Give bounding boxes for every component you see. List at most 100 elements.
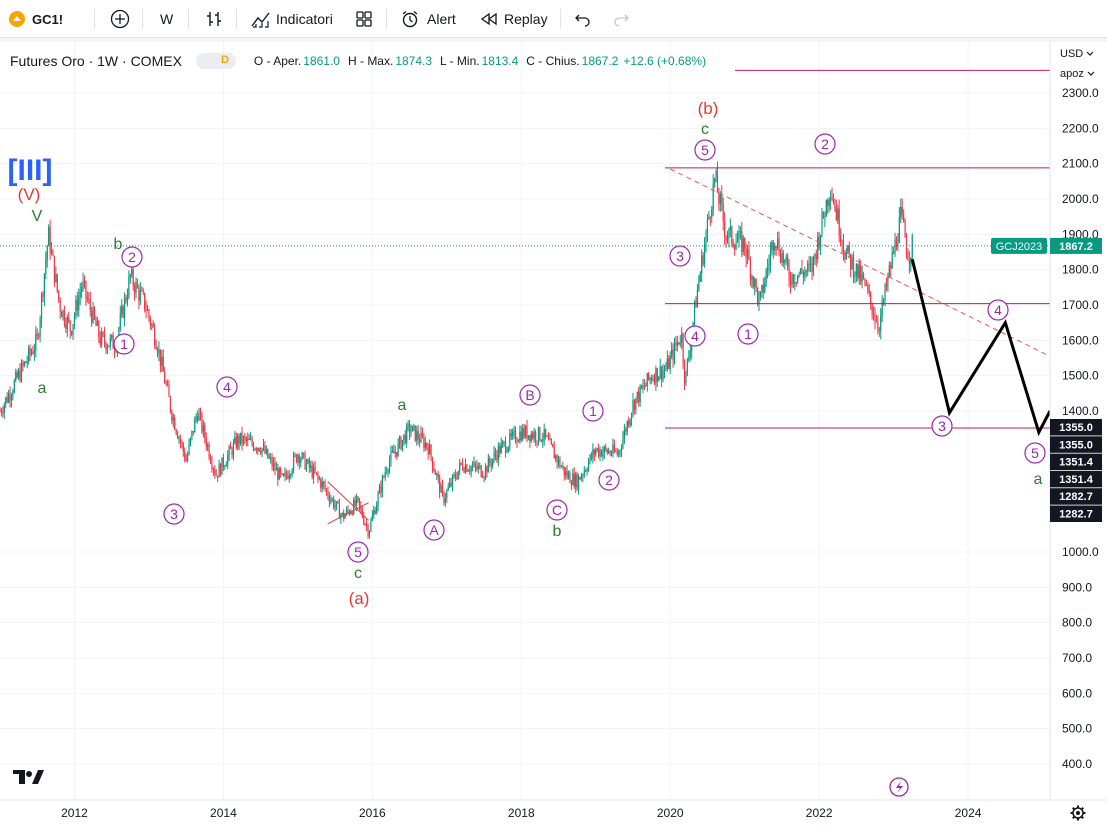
replay-button[interactable]: Replay xyxy=(480,0,548,38)
time-tick-label: 2022 xyxy=(806,806,833,820)
candle-body xyxy=(893,252,895,254)
candle-body xyxy=(285,472,288,476)
indicators-button[interactable]: Indicatori xyxy=(250,0,333,38)
wave-label-circled-C[interactable]: C xyxy=(546,499,568,521)
wave-label-circled-4[interactable]: 4 xyxy=(684,325,706,347)
candle-body xyxy=(792,274,794,284)
wave-label-circled-2[interactable]: 2 xyxy=(598,469,620,491)
lightning-indicator-icon[interactable] xyxy=(889,777,909,797)
candle-body xyxy=(355,496,358,506)
wedge-line[interactable] xyxy=(327,502,369,525)
settings-gear-icon[interactable] xyxy=(1070,805,1086,821)
candle-body xyxy=(519,431,521,441)
wave-label-circled-4[interactable]: 4 xyxy=(987,299,1009,321)
wave-label-circled-5[interactable]: 5 xyxy=(694,139,716,161)
candle-body xyxy=(95,318,97,326)
candle-body xyxy=(166,384,169,386)
wave-label-circled-3[interactable]: 3 xyxy=(163,503,185,525)
candle-body xyxy=(807,263,809,271)
candle-body xyxy=(522,428,524,441)
forecast-path[interactable] xyxy=(910,258,1052,437)
wave-label-circled-4[interactable]: 4 xyxy=(216,376,238,398)
layout-button[interactable] xyxy=(354,0,374,38)
candle-body xyxy=(5,397,7,405)
wave-label-circled-2[interactable]: 2 xyxy=(814,133,836,155)
candle-body xyxy=(7,393,10,403)
wave-label-circled-1[interactable]: 1 xyxy=(737,323,759,345)
candle-body xyxy=(275,468,277,471)
price-axis[interactable]: 2300.0 2200.0 2100.0 2000.0 1900.0 1800.0 1700… xyxy=(991,42,1107,831)
candle-body xyxy=(403,434,405,440)
wave-label-circled-B[interactable]: B xyxy=(519,384,541,406)
candle-body xyxy=(287,475,289,479)
candle-body xyxy=(748,249,750,260)
level-label-background xyxy=(1050,470,1102,488)
redo-button[interactable] xyxy=(612,0,630,38)
candle-body xyxy=(523,428,525,437)
candle-body xyxy=(119,314,121,329)
candle-body xyxy=(716,171,719,193)
undo-button[interactable] xyxy=(574,0,592,38)
candle-body xyxy=(214,469,216,475)
candle-body xyxy=(22,363,24,366)
wedge-line[interactable] xyxy=(327,481,369,521)
wave-label-circled-2[interactable]: 2 xyxy=(121,246,143,268)
time-tick-label: 2020 xyxy=(657,806,684,820)
interval-button[interactable]: W xyxy=(160,0,173,38)
candle-body xyxy=(499,445,501,454)
delayed-badge-label: D xyxy=(220,54,229,66)
compare-button[interactable] xyxy=(110,0,130,38)
wave-label-circled-3[interactable]: 3 xyxy=(931,415,953,437)
candle-body xyxy=(98,321,100,338)
candle-body xyxy=(537,427,540,442)
candle-body xyxy=(350,512,352,514)
change-value: +12.6 (+0.68%) xyxy=(623,54,707,68)
candle-body xyxy=(460,462,462,464)
wave-label-circled-5[interactable]: 5 xyxy=(347,541,369,563)
candle-body xyxy=(599,450,601,456)
tradingview-logo-icon[interactable] xyxy=(13,770,44,784)
candle-body xyxy=(52,250,54,256)
wave-label-circled-1[interactable]: 1 xyxy=(113,333,135,355)
alert-button[interactable]: Alert xyxy=(400,0,456,38)
price-chart[interactable]: 1 2 3 4 5 A B C 1 2 3 4 5 1 2 4 3 5 Va b c a b c a (V) (a) (b) [III]… xyxy=(0,42,1107,831)
candle-body xyxy=(378,486,381,494)
candle-body xyxy=(735,242,737,250)
wave-label-circled-1[interactable]: 1 xyxy=(582,400,604,422)
candle-body xyxy=(262,445,265,449)
candle-body xyxy=(788,266,790,281)
current-price-tag: GCJ2023 1867.2 xyxy=(991,237,1102,254)
delayed-badge[interactable]: D xyxy=(195,53,236,69)
candle-body xyxy=(575,474,577,487)
candle-body xyxy=(898,217,900,243)
candle-body xyxy=(156,349,159,354)
candle-body xyxy=(732,243,734,247)
symbol-search-button[interactable]: GC1! xyxy=(8,0,63,38)
scale-mode-selector[interactable]: apoz xyxy=(1060,68,1095,80)
candle-body xyxy=(89,299,91,311)
candle-body xyxy=(734,246,736,250)
currency-selector[interactable]: USD xyxy=(1060,48,1094,60)
toolbar-divider xyxy=(188,9,189,29)
wave-label-circle xyxy=(347,541,369,563)
horizontal-levels[interactable] xyxy=(665,69,1050,429)
candle-body xyxy=(184,451,186,460)
candle-body xyxy=(878,329,880,331)
wave-label-text: A xyxy=(429,522,439,538)
candle-body xyxy=(500,443,502,454)
wave-label-letter: a xyxy=(398,397,407,414)
candle-body xyxy=(566,471,568,478)
wave-label-circled-A[interactable]: A xyxy=(423,519,445,541)
wave-label-circled-3[interactable]: 3 xyxy=(669,245,691,267)
wave-label-circled-5[interactable]: 5 xyxy=(1024,442,1046,464)
candle-body xyxy=(144,292,146,310)
candle-body xyxy=(106,346,109,350)
candle-body xyxy=(842,243,845,253)
candle-body xyxy=(844,252,846,260)
chart-type-button[interactable] xyxy=(204,0,224,38)
time-axis[interactable]: 2012 2014 2016 2018 2020 2022 2024 xyxy=(0,799,1107,831)
candle-body xyxy=(791,274,793,286)
candle-body xyxy=(128,276,130,297)
trend-line-dashed[interactable] xyxy=(669,168,1051,357)
candle-body xyxy=(331,498,333,500)
